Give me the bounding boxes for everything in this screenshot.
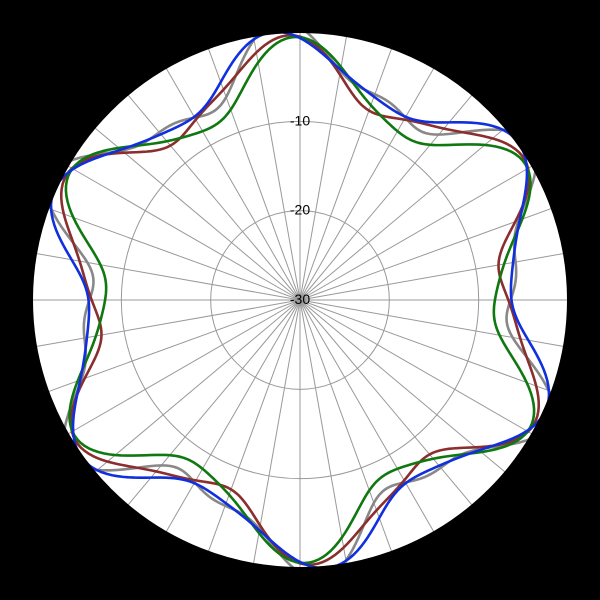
polar-chart: -10 -20 -30 [0, 0, 600, 600]
radial-tick-label: -20 [290, 202, 310, 218]
radial-tick-label: -30 [290, 291, 310, 307]
radial-tick-label: -10 [290, 112, 310, 128]
